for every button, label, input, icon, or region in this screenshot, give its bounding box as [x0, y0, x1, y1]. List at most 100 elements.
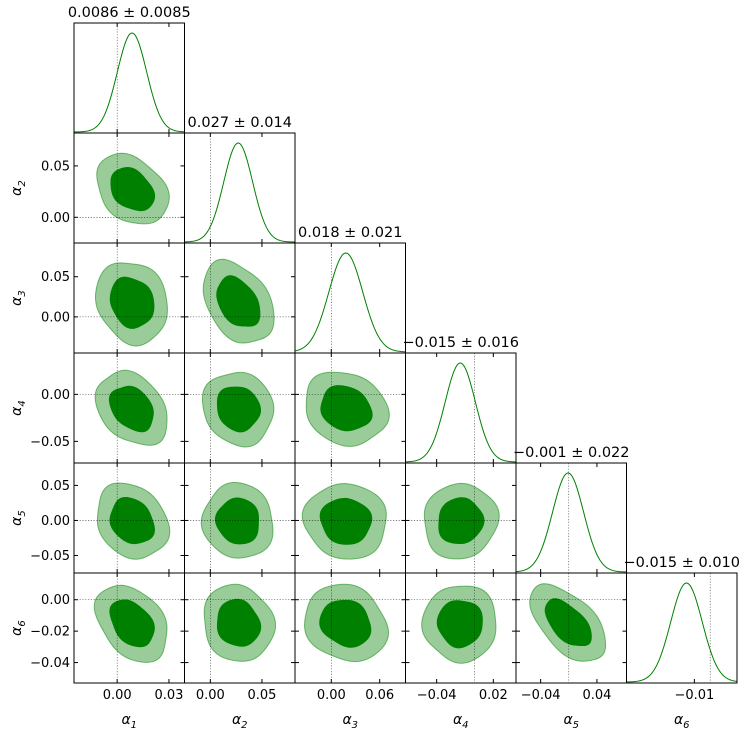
contour-68-α1-α4 [108, 385, 154, 433]
y-tick-label-α6-1: −0.02 [30, 625, 70, 640]
panel-4-2 [184, 353, 295, 463]
y-tick-label-α3-1: 0.00 [41, 310, 70, 325]
posterior-curve-α1 [74, 32, 185, 133]
panel-5-4 [405, 463, 516, 573]
x-tick-label-α2-1: 0.05 [247, 688, 276, 703]
panel-6-1 [74, 573, 185, 683]
contour-68-α2-α6 [216, 598, 262, 647]
contour-68-α2-α3 [216, 275, 261, 327]
x-axis-label-α1: α1 [121, 712, 137, 730]
x-axis-label-α2: α2 [232, 712, 248, 730]
y-tick-label-α2-0: 0.05 [41, 159, 70, 174]
panel-3-2 [184, 243, 295, 353]
contour-68-α3-α4 [320, 385, 373, 432]
y-axis-label-α4: α4 [9, 400, 28, 416]
y-axis-label-α3: α3 [9, 290, 28, 306]
panel-4-3 [295, 353, 406, 463]
title-α5: −0.001 ± 0.022 [513, 445, 630, 461]
panel-6-6 [626, 573, 737, 683]
contour-68-α2-α4 [216, 386, 262, 433]
title-α3: 0.018 ± 0.021 [298, 225, 402, 241]
y-axis-label-α2: α2 [9, 180, 28, 196]
contour-68-α1-α2 [110, 167, 156, 212]
panel-4-1 [74, 353, 185, 463]
y-axis-label-sub: 3 [17, 290, 28, 296]
contour-68-α1-α6 [109, 599, 155, 648]
panel-2-1 [74, 133, 185, 243]
y-axis-label-α5: α5 [9, 510, 28, 526]
y-tick-label-α5-0: 0.05 [41, 479, 70, 494]
x-tick-label-α1-1: 0.03 [154, 688, 183, 703]
posterior-curve-α2 [184, 142, 295, 243]
y-axis-label-sub: 2 [17, 180, 28, 186]
x-axis-label-sub: 6 [683, 720, 689, 730]
title-α6: −0.015 ± 0.010 [623, 555, 740, 571]
x-tick-label-α3-1: 0.06 [365, 688, 394, 703]
x-axis-label-α4: α4 [453, 712, 469, 730]
contour-68-α4-α6 [436, 600, 483, 649]
title-α2: 0.027 ± 0.014 [188, 115, 292, 131]
contour-68-α5-α6 [544, 598, 592, 647]
panel-5-2 [184, 463, 295, 573]
panel-frame-2-2 [184, 132, 296, 244]
contour-68-α2-α5 [214, 497, 259, 545]
contour-68-α1-α5 [109, 496, 155, 545]
y-tick-label-α2-1: 0.00 [41, 211, 70, 226]
contour-68-α3-α5 [319, 497, 373, 545]
y-tick-label-α4-1: −0.05 [30, 435, 70, 450]
posterior-curve-α6 [626, 582, 737, 683]
x-tick-label-α3-0: 0.00 [317, 688, 346, 703]
contour-68-α4-α5 [438, 497, 485, 545]
panel-6-3 [295, 573, 406, 683]
panel-5-5 [516, 463, 627, 573]
panel-frame-4-4 [405, 352, 517, 464]
x-axis-label-sub: 3 [352, 720, 358, 730]
x-axis-label-sub: 4 [462, 720, 468, 730]
panel-frame-3-3 [294, 242, 406, 354]
x-tick-label-α5-1: 0.04 [582, 688, 611, 703]
x-tick-label-α6-0: −0.01 [674, 688, 714, 703]
panel-6-2 [184, 573, 295, 683]
panel-frame-5-5 [515, 462, 627, 574]
posterior-curve-α5 [516, 472, 627, 573]
y-tick-label-α3-0: 0.05 [41, 270, 70, 285]
posterior-curve-α3 [295, 252, 406, 353]
x-tick-label-α2-0: 0.00 [196, 688, 225, 703]
x-tick-label-α4-0: −0.04 [417, 688, 457, 703]
x-axis-label-α6: α6 [674, 712, 690, 730]
panel-3-3 [295, 243, 406, 353]
panel-6-4 [405, 573, 516, 683]
y-axis-label-α6: α6 [9, 620, 28, 636]
y-tick-label-α4-0: 0.00 [41, 388, 70, 403]
y-tick-label-α5-2: −0.05 [30, 549, 70, 564]
contour-68-α1-α3 [109, 276, 155, 329]
y-tick-label-α6-2: −0.04 [30, 656, 70, 671]
x-tick-label-α1-0: 0.00 [103, 688, 132, 703]
x-axis-label-sub: 2 [241, 720, 247, 730]
title-α1: 0.0086 ± 0.0085 [68, 5, 191, 21]
x-tick-label-α5-0: −0.04 [521, 688, 561, 703]
posterior-curve-α4 [405, 362, 516, 463]
x-axis-label-sub: 1 [131, 720, 137, 730]
title-α4: −0.015 ± 0.016 [402, 335, 519, 351]
panel-4-4 [405, 353, 516, 463]
panel-6-5 [516, 573, 627, 683]
contour-68-α3-α6 [319, 599, 372, 648]
y-axis-label-sub: 6 [17, 620, 28, 626]
y-tick-label-α6-0: 0.00 [41, 593, 70, 608]
panel-5-1 [74, 463, 185, 573]
x-axis-label-α5: α5 [563, 712, 579, 730]
y-tick-label-α5-1: 0.00 [41, 514, 70, 529]
panel-2-2 [184, 133, 295, 243]
panel-3-1 [74, 243, 185, 353]
panel-1-1 [74, 23, 185, 133]
panel-frame-1-1 [73, 22, 185, 134]
panel-frame-6-6 [626, 572, 738, 684]
x-tick-label-α4-1: 0.02 [479, 688, 508, 703]
x-axis-label-α3: α3 [342, 712, 358, 730]
x-axis-label-sub: 5 [573, 720, 579, 730]
panel-5-3 [295, 463, 406, 573]
y-axis-label-sub: 4 [17, 400, 28, 406]
y-axis-label-sub: 5 [17, 510, 28, 516]
